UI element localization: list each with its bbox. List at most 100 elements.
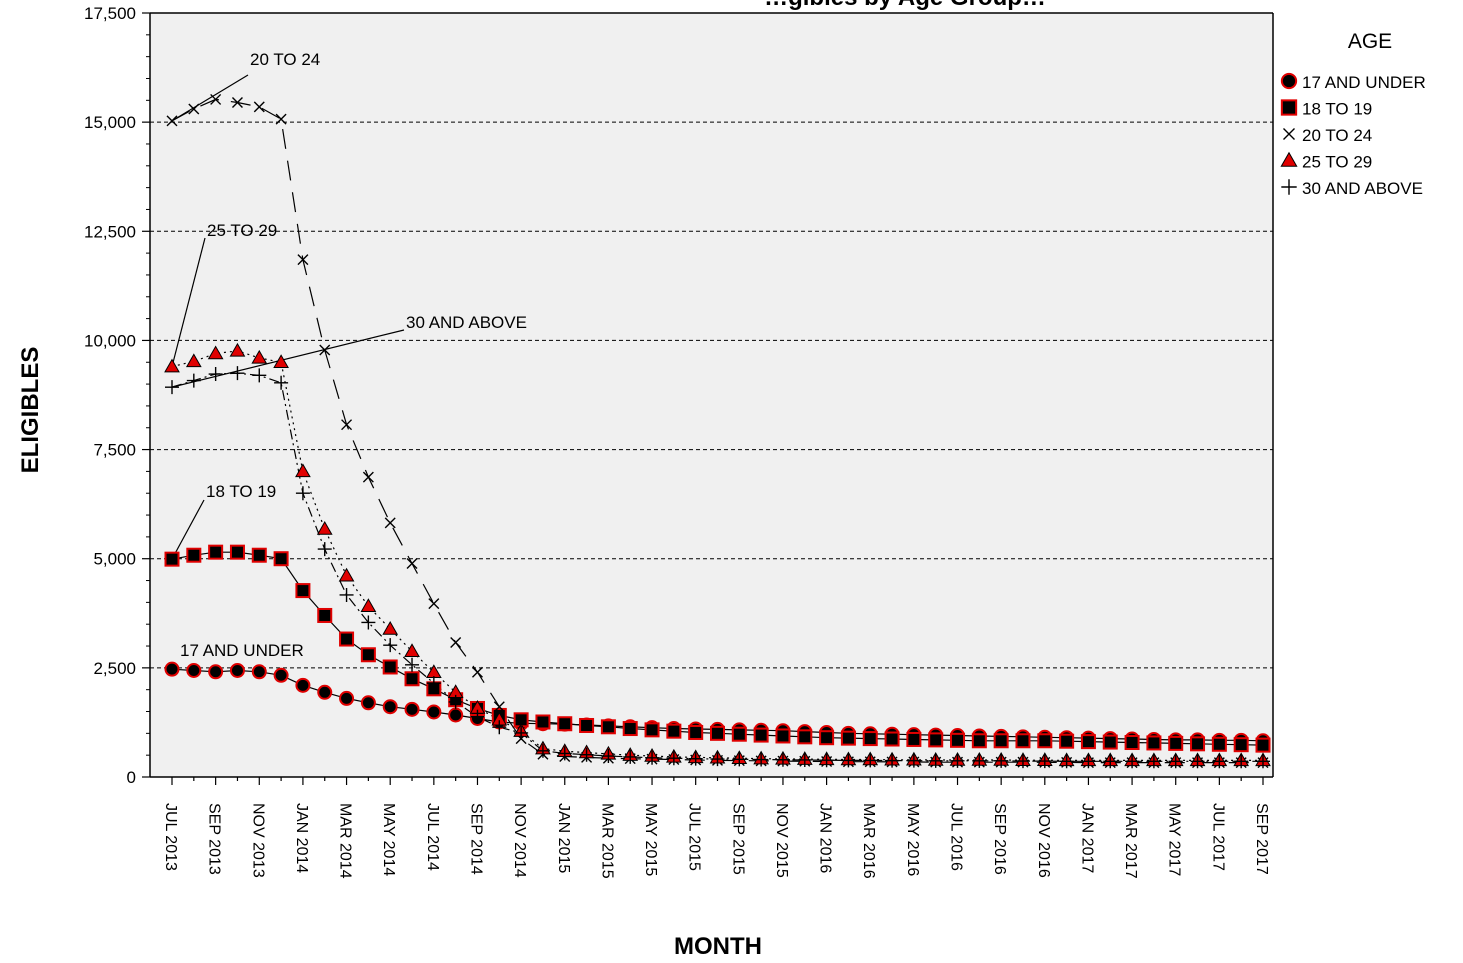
data-point [928, 753, 943, 768]
data-point [819, 730, 835, 746]
data-point [405, 657, 420, 672]
data-point [950, 753, 965, 768]
data-point [622, 721, 638, 737]
data-point [360, 647, 376, 663]
legend-marker [1280, 151, 1298, 167]
data-point [207, 345, 224, 360]
data-point [1190, 754, 1205, 769]
data-point [362, 471, 374, 483]
data-point [186, 547, 202, 563]
annotation-leader [171, 74, 249, 122]
data-point [316, 521, 333, 535]
data-point [231, 97, 243, 108]
plot-area [150, 13, 1273, 777]
data-point [754, 752, 769, 767]
data-point [885, 753, 900, 768]
data-point [404, 671, 420, 687]
x-tick-label: JUL 2017 [1209, 803, 1226, 871]
data-point [164, 661, 180, 677]
y-tick-label: 12,500 [84, 222, 136, 241]
plot-background [150, 13, 1273, 777]
x-tick-label: NOV 2016 [1035, 803, 1052, 878]
x-tick-label: MAR 2014 [337, 803, 354, 879]
data-point [383, 638, 398, 653]
y-tick-labels: 0 2,500 5,000 7,500 10,000 12,500 15,000 17,500 [84, 4, 136, 787]
x-tick-label: JAN 2016 [817, 803, 834, 873]
series-markers [164, 93, 1271, 769]
data-point [601, 749, 616, 764]
data-point [229, 662, 245, 678]
data-point [317, 684, 333, 700]
legend-marker [1280, 72, 1298, 90]
data-point [273, 354, 289, 369]
data-point [514, 725, 529, 740]
data-point [165, 380, 179, 395]
data-point [295, 463, 311, 478]
data-point [208, 664, 224, 680]
data-point [1080, 734, 1096, 750]
data-point [295, 583, 311, 599]
data-point [1102, 734, 1118, 750]
x-tick-label: MAR 2017 [1122, 803, 1139, 879]
data-point [666, 751, 681, 766]
data-point [317, 542, 332, 557]
data-point [1256, 754, 1270, 769]
data-point [428, 598, 440, 610]
data-point [863, 753, 878, 768]
y-tick-label: 15,000 [84, 113, 136, 132]
data-point [360, 695, 376, 711]
annotation-label: 17 AND UNDER [180, 641, 304, 660]
data-point [797, 752, 812, 767]
data-point [971, 733, 987, 749]
data-point [164, 551, 180, 567]
x-tick-label: JUL 2016 [948, 803, 965, 871]
data-point [229, 544, 245, 560]
legend-label: 20 TO 24 [1302, 126, 1372, 145]
legend-marker [1283, 128, 1295, 140]
data-point [341, 419, 353, 431]
y-tick-label: 7,500 [93, 441, 136, 460]
data-point [994, 753, 1009, 768]
data-point [339, 587, 354, 602]
data-point [164, 358, 180, 373]
data-point [645, 750, 660, 765]
data-point [732, 752, 747, 767]
data-point [1234, 754, 1249, 769]
data-point [688, 751, 703, 766]
annotation-leader [171, 237, 206, 367]
data-point [274, 375, 289, 390]
data-point [382, 620, 399, 635]
legend-label: 30 AND ABOVE [1302, 179, 1423, 198]
data-point [185, 353, 202, 368]
annotation-label: 25 TO 29 [207, 221, 277, 240]
annotations: 20 TO 24 25 TO 29 30 AND ABOVE 18 TO 19 17 A… [180, 50, 527, 660]
data-point [666, 723, 682, 739]
data-point [208, 544, 224, 560]
data-point [295, 486, 310, 501]
x-tick-label: NOV 2015 [773, 803, 790, 878]
data-point [1233, 737, 1249, 753]
x-tick-label: SEP 2016 [991, 803, 1008, 875]
series-line [171, 350, 1263, 762]
data-point [339, 690, 355, 706]
data-point [1146, 754, 1161, 769]
data-point [1168, 735, 1184, 751]
data-point [950, 732, 966, 748]
data-point [993, 733, 1009, 749]
legend-marker [1281, 179, 1297, 195]
y-axis-title: ELIGIBLES [17, 347, 44, 474]
data-point [448, 707, 464, 723]
data-point [928, 732, 944, 748]
data-point [229, 342, 246, 357]
data-point [448, 694, 463, 709]
data-point [884, 731, 900, 747]
data-point [1015, 733, 1031, 749]
data-point [361, 615, 376, 630]
data-point [317, 607, 333, 623]
x-tick-label: MAY 2014 [380, 803, 397, 876]
data-point [188, 103, 200, 115]
data-point [819, 753, 834, 768]
data-point [906, 731, 922, 747]
legend: AGE 17 AND UNDER 18 TO 19 20 TO 24 25 TO 29 3… [1276, 14, 1463, 212]
x-tick-label: MAR 2016 [860, 803, 877, 879]
